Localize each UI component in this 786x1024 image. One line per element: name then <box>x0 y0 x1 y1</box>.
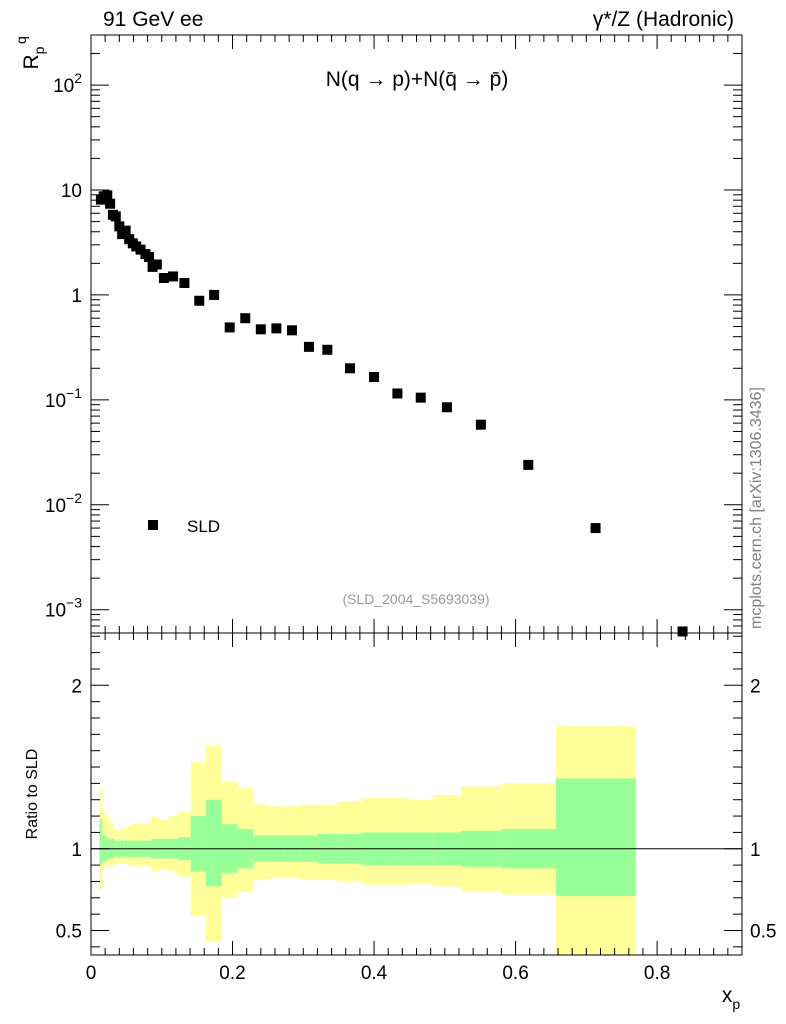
stat-uncertainty-band <box>555 778 636 897</box>
ratio-y-axis-label: Ratio to SLD <box>24 749 41 840</box>
data-point <box>322 344 333 355</box>
ratio-y-tick-label-right: 1 <box>750 840 761 861</box>
ratio-y-tick-label-right: 0.5 <box>750 921 776 942</box>
data-point <box>475 419 486 430</box>
y-tick-label: 10−3 <box>45 595 82 622</box>
main-frame <box>90 34 743 634</box>
data-point <box>677 626 688 637</box>
data-point <box>369 372 380 383</box>
legend: SLD <box>148 517 220 536</box>
data-point <box>209 289 220 300</box>
ratio-frame <box>90 632 743 956</box>
data-points <box>95 190 688 637</box>
data-point <box>158 272 169 283</box>
data-point <box>194 295 205 306</box>
data-point <box>271 323 282 334</box>
x-tick-label: 0.2 <box>219 963 245 984</box>
data-point <box>224 322 235 333</box>
data-point <box>286 325 297 336</box>
data-point <box>590 523 601 534</box>
chart-title: N(q → p)+N(q̄ → p̄) <box>326 68 509 91</box>
stat-uncertainty-band <box>190 816 206 872</box>
data-point <box>415 392 426 403</box>
x-tick-label: 0.8 <box>644 963 670 984</box>
x-ticks <box>90 35 729 633</box>
x-tick-label: 0.6 <box>502 963 528 984</box>
analysis-id-annotation: (SLD_2004_S5693039) <box>342 591 489 607</box>
data-point <box>110 211 121 222</box>
data-point <box>179 277 190 288</box>
data-point <box>344 363 355 374</box>
y-tick-label: 10 <box>61 181 82 202</box>
stat-uncertainty-band <box>99 819 103 866</box>
y-ticks <box>91 34 742 634</box>
data-point <box>144 251 155 262</box>
svg-text:Rp: Rp <box>20 46 47 69</box>
y-tick-label: 10−2 <box>45 490 82 517</box>
ratio-y-tick-label: 2 <box>71 676 82 697</box>
data-point <box>240 313 251 324</box>
data-point <box>392 388 403 399</box>
ratio-y-tick-label: 0.5 <box>56 921 82 942</box>
ratio-y-tick-label-right: 2 <box>750 676 761 697</box>
header-left-label: 91 GeV ee <box>103 8 204 31</box>
data-point <box>441 402 452 413</box>
data-point <box>255 324 266 335</box>
uncertainty-bands <box>99 726 636 955</box>
legend-marker <box>148 520 158 530</box>
data-point <box>151 259 162 270</box>
x-tick-label: 0 <box>86 963 97 984</box>
stat-uncertainty-band <box>205 799 222 887</box>
x-ticks <box>90 633 729 955</box>
y-axis-label: Rp q <box>13 36 47 69</box>
ratio-panel: 0 0.2 0.4 0.6 0.8 0.5 0.5 1 1 2 2 xp Ratio to SLD <box>24 632 776 1012</box>
ratio-y-ticks <box>91 635 742 948</box>
svg-text:q: q <box>13 36 29 44</box>
data-point <box>105 198 116 209</box>
data-point <box>120 225 131 236</box>
legend-label: SLD <box>187 517 220 536</box>
ratio-y-tick-label: 1 <box>71 840 82 861</box>
data-point <box>102 190 113 201</box>
header-right-label: γ*/Z (Hadronic) <box>592 8 734 31</box>
y-tick-label: 10−1 <box>45 385 82 412</box>
data-point <box>168 271 179 282</box>
data-point <box>303 341 314 352</box>
y-tick-label: 1 <box>71 286 82 307</box>
main-panel: 10−3 10−2 10−1 1 10 102 Rp q N(q → p)+N(q̄ → p̄)… <box>13 34 743 637</box>
data-point <box>523 459 534 470</box>
x-axis-label: xp <box>722 984 741 1012</box>
data-point <box>114 221 125 232</box>
x-tick-label: 0.4 <box>361 963 388 984</box>
y-tick-label: 102 <box>53 70 82 97</box>
